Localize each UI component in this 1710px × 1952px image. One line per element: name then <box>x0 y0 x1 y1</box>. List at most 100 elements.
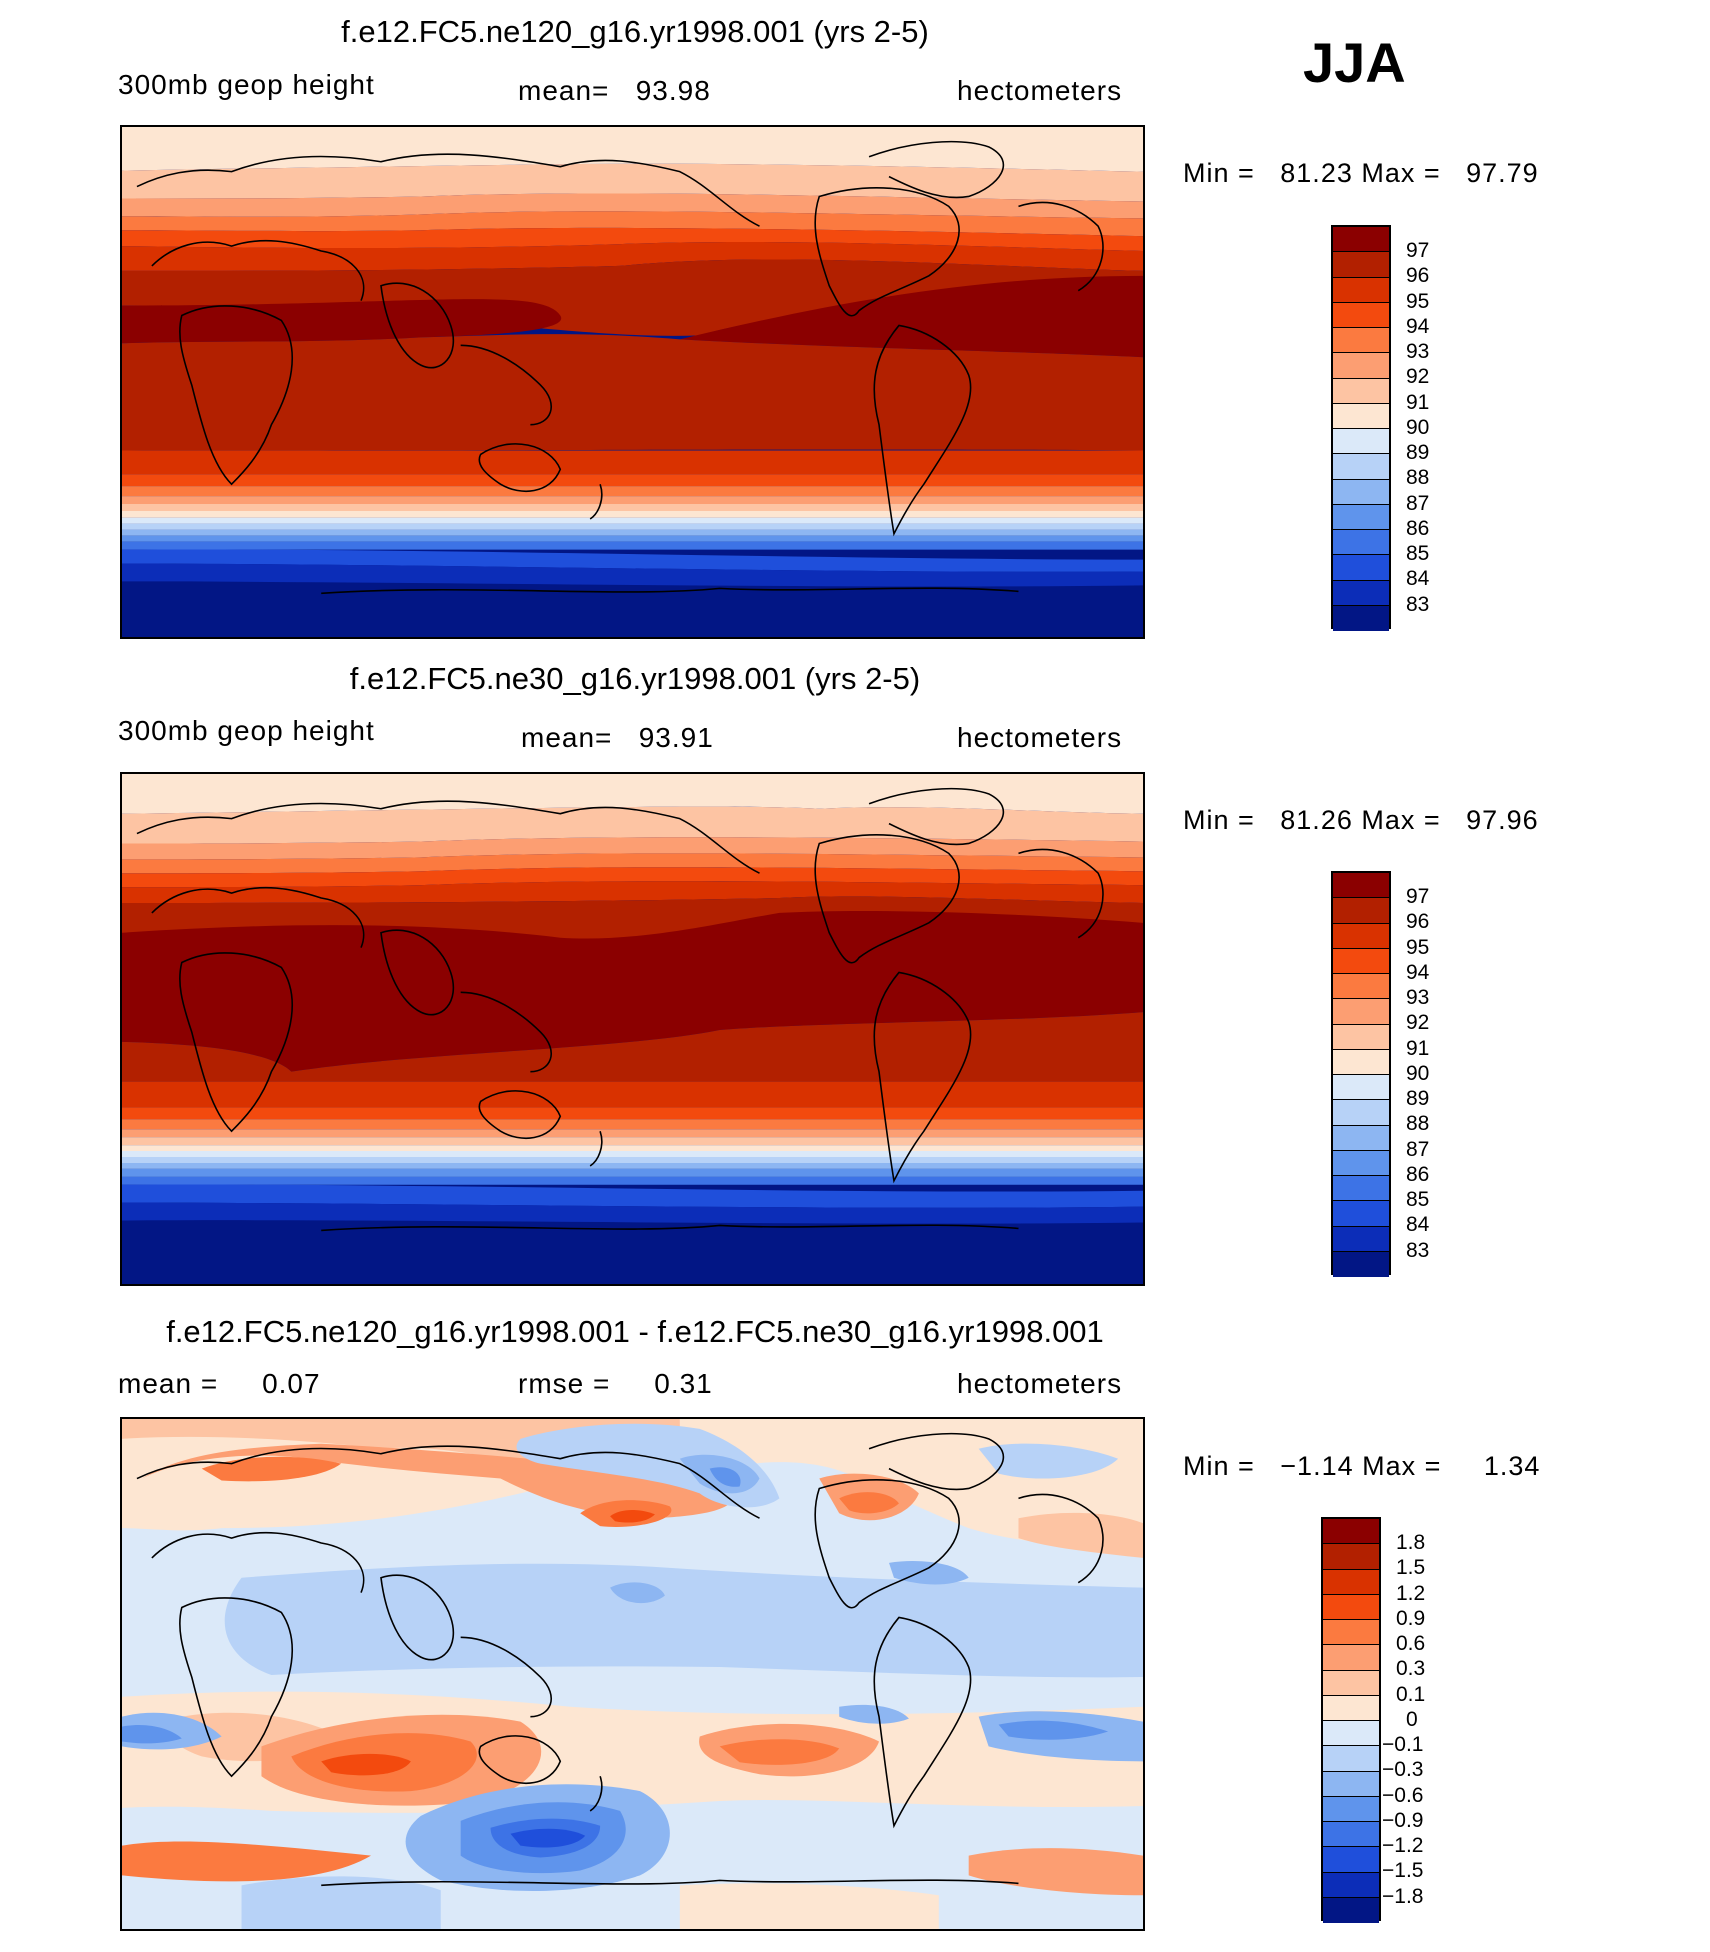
colorbar-swatch <box>1333 277 1389 303</box>
colorbar-swatch <box>1333 227 1389 253</box>
colorbar-swatch <box>1323 1796 1379 1822</box>
colorbar-label: −1.8 <box>1382 1884 1424 1908</box>
panel-bottom-minmax: Min = −1.14 Max = 1.34 <box>1183 1451 1541 1481</box>
colorbar-label: 93 <box>1406 986 1430 1009</box>
panel-bottom-map <box>120 1417 1145 1931</box>
colorbar-label: 0.9 <box>1396 1606 1426 1630</box>
colorbar-label: 0.3 <box>1396 1657 1426 1681</box>
panel-bottom-title: f.e12.FC5.ne120_g16.yr1998.001 - f.e12.F… <box>166 1314 1104 1349</box>
colorbar-swatch <box>1323 1897 1379 1923</box>
colorbar-swatch <box>1323 1872 1379 1898</box>
colorbar-swatch <box>1333 1125 1389 1151</box>
colorbar-swatch <box>1333 1201 1389 1227</box>
colorbar-label: 95 <box>1406 935 1430 959</box>
colorbar-swatch <box>1333 403 1389 429</box>
colorbar-swatch <box>1333 378 1389 404</box>
colorbar-swatch <box>1333 1075 1389 1101</box>
colorbar-swatch <box>1333 1251 1389 1277</box>
colorbar-label: 94 <box>1406 960 1430 984</box>
colorbar-label: 1.5 <box>1396 1556 1426 1580</box>
colorbar-swatch <box>1323 1695 1379 1721</box>
colorbar-label: 0.6 <box>1396 1632 1426 1655</box>
colorbar-swatch <box>1333 1024 1389 1050</box>
colorbar-swatch <box>1333 429 1389 455</box>
colorbar-label: 85 <box>1406 542 1430 565</box>
colorbar-swatch <box>1333 328 1389 354</box>
colorbar-label: 94 <box>1406 314 1430 338</box>
colorbar-swatch <box>1333 580 1389 606</box>
panel-middle-units-label: hectometers <box>957 722 1123 753</box>
colorbar-swatch <box>1333 454 1389 480</box>
panel-top-minmax: Min = 81.23 Max = 97.79 <box>1183 158 1539 188</box>
colorbar-label: 90 <box>1406 415 1430 439</box>
panel-top-mean-label: mean= 93.98 <box>518 75 711 106</box>
colorbar-label: 97 <box>1406 885 1430 908</box>
colorbar-swatch <box>1323 1620 1379 1646</box>
panel-middle-map <box>120 772 1145 1286</box>
panel-top-map <box>120 125 1145 639</box>
colorbar-label: 84 <box>1406 567 1430 591</box>
colorbar-label: 84 <box>1406 1213 1430 1237</box>
colorbar-swatch <box>1323 1847 1379 1873</box>
colorbar-swatch <box>1333 974 1389 1000</box>
panel-bottom-units-label: hectometers <box>957 1368 1123 1399</box>
colorbar-label: 83 <box>1406 592 1430 616</box>
colorbar-label: 83 <box>1406 1238 1430 1262</box>
colorbar-swatch <box>1333 479 1389 505</box>
colorbar-label: 86 <box>1406 1162 1430 1186</box>
colorbar-label: 90 <box>1406 1061 1430 1085</box>
colorbar-swatch <box>1323 1519 1379 1545</box>
colorbar-label: 91 <box>1406 1036 1430 1060</box>
colorbar-swatch <box>1333 898 1389 924</box>
colorbar-swatch <box>1323 1721 1379 1747</box>
colorbar-swatch <box>1333 302 1389 328</box>
colorbar-label: 85 <box>1406 1188 1430 1211</box>
panel-middle-mean-label: mean= 93.91 <box>521 722 714 753</box>
colorbar-label: 95 <box>1406 289 1430 313</box>
colorbar-label: 92 <box>1406 1011 1430 1035</box>
colorbar-label: 93 <box>1406 340 1430 363</box>
colorbar-label: 89 <box>1406 1087 1430 1110</box>
colorbar-swatch <box>1333 1150 1389 1176</box>
colorbar-swatch <box>1323 1746 1379 1772</box>
colorbar-swatch <box>1323 1544 1379 1570</box>
colorbar-label: −1.2 <box>1382 1834 1424 1857</box>
season-label: JJA <box>1303 31 1406 94</box>
colorbar-label: 91 <box>1406 390 1430 414</box>
colorbar-label: 88 <box>1406 466 1430 490</box>
colorbar-swatch <box>1333 1049 1389 1075</box>
colorbar-label: 86 <box>1406 516 1430 540</box>
colorbar-swatch <box>1333 1226 1389 1252</box>
colorbar-swatch <box>1333 353 1389 379</box>
colorbar-label: 92 <box>1406 365 1430 389</box>
panel-middle-minmax: Min = 81.26 Max = 97.96 <box>1183 805 1539 835</box>
colorbar-swatch <box>1323 1670 1379 1696</box>
colorbar-label: 96 <box>1406 910 1430 934</box>
colorbar-swatch <box>1333 1176 1389 1202</box>
colorbar-swatch <box>1333 605 1389 631</box>
panel-middle-title: f.e12.FC5.ne30_g16.yr1998.001 (yrs 2-5) <box>349 661 921 696</box>
colorbar-label: −0.1 <box>1382 1733 1424 1756</box>
colorbar-label: 89 <box>1406 441 1430 464</box>
colorbar-label: 97 <box>1406 239 1430 262</box>
panel-middle-colorbar <box>1331 871 1391 1277</box>
colorbar-label: 0 <box>1406 1707 1418 1731</box>
colorbar-swatch <box>1323 1822 1379 1848</box>
panel-top-units-label: hectometers <box>957 75 1123 106</box>
colorbar-swatch <box>1333 999 1389 1025</box>
panel-top-colorbar <box>1331 225 1391 631</box>
colorbar-label: 87 <box>1406 1137 1430 1161</box>
colorbar-swatch <box>1333 948 1389 974</box>
colorbar-label: 96 <box>1406 264 1430 288</box>
panel-bottom-mean-label: mean = 0.07 <box>118 1368 321 1399</box>
panel-middle-variable-label: 300mb geop height <box>118 715 375 746</box>
panel-top-variable-label: 300mb geop height <box>118 69 375 100</box>
colorbar-label: −0.6 <box>1382 1783 1424 1807</box>
colorbar-label: 1.8 <box>1396 1531 1426 1554</box>
panel-bottom-colorbar <box>1321 1517 1381 1923</box>
colorbar-swatch <box>1333 504 1389 530</box>
panel-top-title: f.e12.FC5.ne120_g16.yr1998.001 (yrs 2-5) <box>341 14 929 49</box>
colorbar-label: 87 <box>1406 491 1430 515</box>
colorbar-label: 0.1 <box>1396 1682 1426 1706</box>
colorbar-swatch <box>1333 555 1389 581</box>
